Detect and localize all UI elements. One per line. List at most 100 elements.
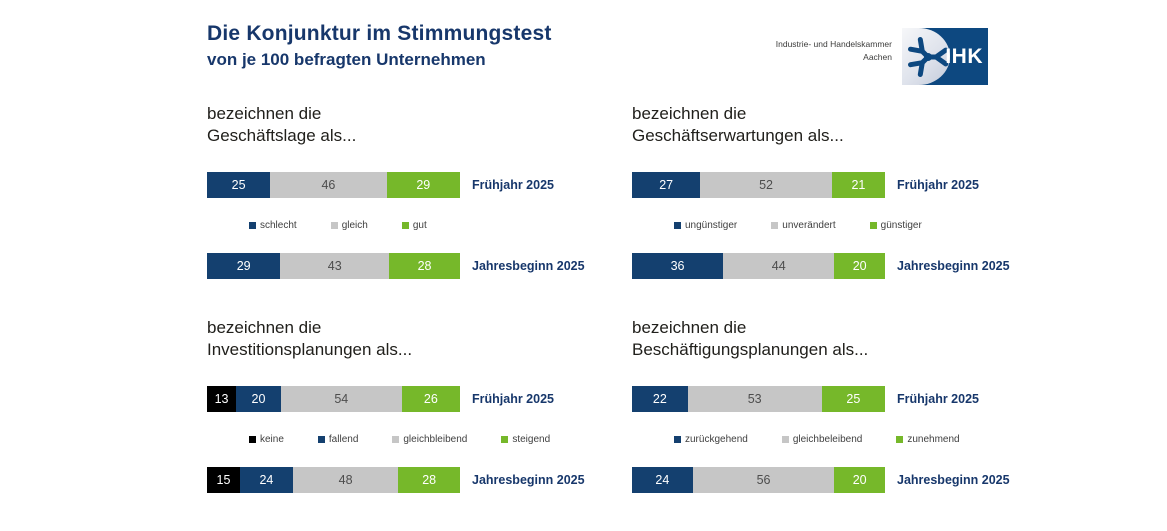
ihk-tripod-icon [908,37,949,77]
chart-heading: bezeichnen die Beschäftigungsplanungen al… [632,317,1057,362]
legend-label: zunehmend [907,433,960,445]
legend-label: keine [260,433,284,445]
bar-row-jahresbeginn-2025: 24 56 20 Jahresbeginn 2025 [632,466,1057,493]
legend-label: gut [412,219,427,231]
stacked-bar: 27 52 21 [632,171,885,198]
legend-item-steigend: steigend [501,434,550,445]
legend-swatch-navy [674,221,681,229]
bar-segment-fallend: 24 [240,466,293,493]
chart-quadrants: bezeichnen die Geschäftslage als... 25 46 29… [207,103,1057,531]
legend: zurückgehend gleichbeleibend zunehmend [674,434,1057,445]
legend-swatch-green [401,221,409,229]
title-line-2: von je 100 befragten Unternehmen [207,50,486,69]
stacked-bar: 24 56 20 [632,466,885,493]
bar-segment-schlecht: 25 [207,171,271,198]
legend-swatch-navy [317,435,325,443]
legend-swatch-green [869,221,877,229]
bar-row-jahresbeginn-2025: 29 43 28 Jahresbeginn 2025 [207,252,632,279]
stacked-bar: 29 43 28 [207,252,460,279]
bar-segment-unverändert: 52 [700,171,832,198]
chart-beschaeftigungsplanungen: bezeichnen die Beschäftigungsplanungen al… [632,317,1057,493]
logo-brand-text: IHK [945,44,983,68]
legend-label: gleich [341,219,368,231]
legend-item-keine: keine [249,434,284,445]
legend-label: fallend [328,433,359,445]
bar-segment-gleich: 46 [270,171,387,198]
bar-segment-gleichbleibend: 48 [292,466,399,493]
bar-row-fr-hjahr-2025: 25 46 29 Frühjahr 2025 [207,171,632,198]
stacked-bar: 36 44 20 [632,252,885,279]
period-label: Frühjahr 2025 [472,177,554,192]
legend-label: günstiger [880,219,922,231]
bar-row-jahresbeginn-2025: 36 44 20 Jahresbeginn 2025 [632,252,1057,279]
legend-label: unverändert [782,219,836,231]
bar-segment-unverändert: 44 [723,252,835,279]
chart-heading: bezeichnen die Geschäftserwartungen als..… [632,103,1057,148]
chart-heading-line1: bezeichnen die [632,317,747,337]
bar-segment-steigend: 28 [398,466,460,493]
ihk-logo-block: Industrie- und Handelskammer Aachen IHK [762,28,988,85]
chart-heading: bezeichnen die Investitionsplanungen als.… [207,317,632,362]
chart-heading-line2: Geschäftserwartungen als... [632,126,844,146]
bar-segment-keine: 15 [207,466,240,493]
bar-segment-gleichbleibend: 54 [280,385,402,412]
org-name: Industrie- und Handelskammer Aachen [762,38,892,64]
legend-label: gleichbleibend [403,433,468,445]
legend-label: ungünstiger [685,219,738,231]
legend-item-fallend: fallend [317,433,359,445]
bar-segment-günstiger: 20 [834,252,885,279]
legend-swatch-gray [392,435,400,443]
legend-item-gleichbleibend: gleichbleibend [392,434,467,445]
legend-swatch-navy [249,221,256,229]
ihk-logo: IHK [902,28,988,85]
chart-heading-line2: Geschäftslage als... [207,126,357,146]
chart-heading-line2: Beschäftigungsplanungen als... [632,340,869,360]
legend-item-ungünstiger: ungünstiger [674,220,737,231]
period-label: Jahresbeginn 2025 [897,472,1010,487]
legend-item-zurückgehend: zurückgehend [674,434,748,445]
legend-swatch-black [249,435,256,443]
legend-swatch-gray [781,435,789,443]
period-label: Frühjahr 2025 [897,391,979,406]
chart-heading-line1: bezeichnen die [632,104,747,123]
legend-label: steigend [512,433,551,445]
legend-item-günstiger: günstiger [869,219,922,231]
legend-item-zunehmend: zunehmend [896,433,960,445]
chart-heading-line1: bezeichnen die [207,317,322,337]
period-label: Jahresbeginn 2025 [472,472,585,487]
chart-heading-line2: Investitionsplanungen als... [207,340,413,360]
org-name-line2: Aachen [863,52,892,63]
legend-label: schlecht [260,219,297,231]
legend-item-unverändert: unverändert [771,219,836,231]
bar-segment-gut: 28 [389,252,460,279]
period-label: Frühjahr 2025 [472,391,554,406]
org-name-line1: Industrie- und Handelskammer [775,39,892,49]
legend-item-schlecht: schlecht [249,220,297,231]
legend-swatch-gray [330,221,338,229]
stacked-bar: 15 24 48 28 [207,466,460,493]
chart-heading: bezeichnen die Geschäftslage als... [207,103,632,148]
stacked-bar: 25 46 29 [207,171,460,198]
legend: ungünstiger unverändert günstiger [674,220,1057,231]
bar-segment-günstiger: 21 [831,171,885,198]
chart-investitionsplanungen: bezeichnen die Investitionsplanungen als.… [207,317,632,493]
period-label: Jahresbeginn 2025 [897,258,1010,273]
bar-segment-keine: 13 [207,385,237,412]
bar-segment-gut: 29 [386,171,460,198]
bar-segment-fallend: 20 [236,385,281,412]
bar-segment-gleichbeleibend: 56 [692,466,835,493]
legend-label: zurückgehend [685,433,748,445]
legend-label: gleichbeleibend [792,433,863,445]
legend-item-gut: gut [401,219,427,231]
legend-item-gleichbeleibend: gleichbeleibend [781,433,863,445]
chart-geschaeftserwartungen: bezeichnen die Geschäftserwartungen als..… [632,103,1057,279]
bar-segment-zurückgehend: 22 [632,385,688,412]
bar-row-fr-hjahr-2025: 27 52 21 Frühjahr 2025 [632,171,1057,198]
legend: keine fallend gleichbleibend steigend [249,434,632,445]
period-label: Frühjahr 2025 [897,177,979,192]
legend: schlecht gleich gut [249,220,632,231]
legend-swatch-green [501,435,509,443]
legend-item-gleich: gleich [330,219,368,231]
page-title: Die Konjunktur im Stimmungstest von je 1… [207,22,552,70]
bar-segment-zunehmend: 25 [821,385,885,412]
